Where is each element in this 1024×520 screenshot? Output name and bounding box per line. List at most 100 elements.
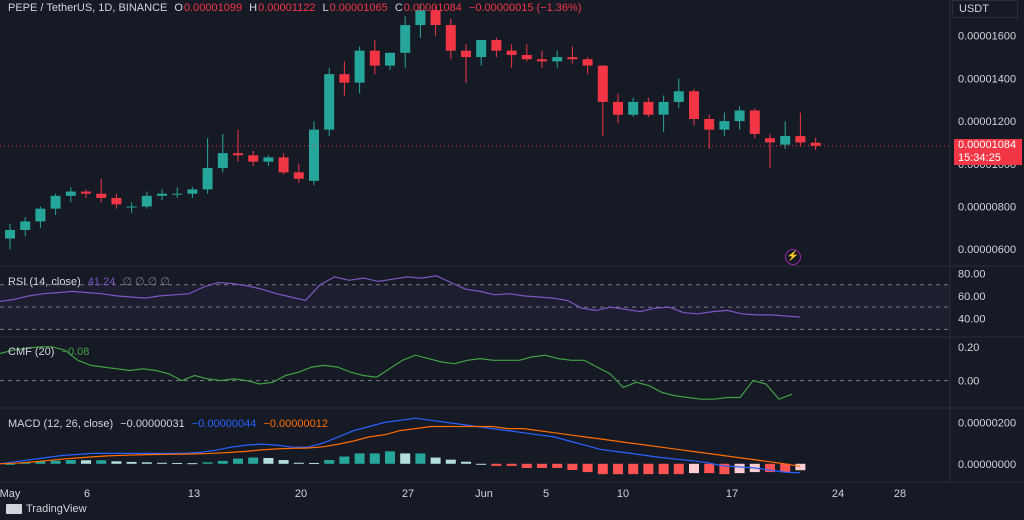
rsi-tick-label: 60.00 — [958, 291, 986, 303]
macd-histogram-bar — [263, 457, 274, 464]
time-tick-label: 24 — [832, 488, 844, 500]
macd-histogram-bar — [217, 460, 228, 464]
candle-body — [202, 168, 213, 190]
cmf-legend: CMF (20) −0.08 — [8, 346, 93, 358]
macd-histogram-bar — [248, 457, 259, 464]
open-label: O — [174, 2, 183, 14]
rsi-legend: RSI (14, close) 41.24 ∅ ∅ ∅ ∅ — [8, 275, 174, 288]
rsi-value: 41.24 — [87, 276, 116, 288]
candle-body — [35, 208, 46, 222]
high-label: H — [249, 2, 258, 14]
time-tick-label: 27 — [402, 488, 414, 500]
macd-histogram-bar — [689, 463, 699, 474]
candle-body — [795, 136, 806, 143]
macd-histogram-bar — [35, 461, 46, 464]
symbol-label[interactable]: PEPE / TetherUS, 1D, BINANCE — [8, 2, 168, 14]
candle-body — [233, 153, 243, 156]
macd-histogram-bar — [643, 463, 654, 475]
candle-body — [582, 59, 593, 66]
macd-histogram-bar — [324, 460, 335, 464]
macd-legend: MACD (12, 26, close) −0.00000031 −0.0000… — [8, 418, 332, 430]
macd-histogram-bar — [795, 463, 806, 471]
candle-body — [50, 195, 61, 209]
macd-tick-label: 0.00000200 — [958, 417, 1016, 429]
tradingview-logo[interactable]: TradingView — [6, 503, 87, 515]
macd-histogram-bar — [658, 463, 669, 475]
macd-histogram-bar — [476, 463, 487, 465]
rsi-label[interactable]: RSI (14, close) — [8, 276, 81, 288]
candle-body — [217, 153, 228, 169]
signal-value: −0.00000012 — [263, 418, 328, 430]
candle-body — [673, 91, 684, 102]
macd-line — [0, 417, 801, 474]
time-tick-label: 17 — [726, 488, 738, 500]
candle-body — [765, 138, 775, 143]
candle-body — [780, 136, 791, 145]
candle-body — [20, 221, 31, 230]
candle-body — [719, 121, 730, 130]
lightning-icon[interactable]: ⚡ — [785, 249, 801, 265]
candle-body — [400, 25, 411, 53]
candle-body — [65, 191, 76, 196]
candle-body — [810, 142, 821, 146]
macd-histogram-bar — [111, 461, 122, 464]
candle-body — [278, 157, 289, 173]
macd-histogram-bar — [506, 463, 517, 466]
macd-histogram-bar — [293, 462, 304, 464]
price-tick-label: 0.00001400 — [958, 73, 1016, 85]
candle-body — [172, 193, 183, 195]
macd-histogram-bar — [537, 463, 547, 468]
candle-body — [734, 110, 745, 122]
candle-body — [309, 129, 319, 181]
time-tick-label: Jun — [475, 488, 493, 500]
macd-histogram-bar — [461, 461, 471, 464]
candle-body — [5, 229, 15, 239]
macd-histogram-bar — [385, 451, 395, 464]
candle-body — [339, 74, 350, 83]
open-value: 0.00001099 — [183, 2, 243, 14]
price-tick-label: 0.00001600 — [958, 31, 1016, 43]
macd-histogram-bar — [628, 463, 639, 475]
macd-histogram-bar — [202, 462, 213, 464]
macd-histogram-bar — [354, 453, 365, 464]
branding-text: TradingView — [26, 503, 87, 515]
macd-histogram-bar — [65, 460, 76, 464]
macd-histogram-bar — [278, 460, 289, 464]
time-tick-label: 5 — [543, 488, 549, 500]
cmf-value: −0.08 — [61, 346, 90, 358]
low-label: L — [322, 2, 329, 14]
candle-body — [141, 195, 152, 207]
macd-histogram-bar — [491, 463, 502, 466]
macd-histogram-bar — [552, 463, 563, 468]
last-price-badge: 0.00001084 15:34:25 — [954, 139, 1022, 165]
rsi-tick-label: 40.00 — [958, 313, 986, 325]
currency-badge[interactable]: USDT — [952, 0, 1018, 18]
cmf-tick-label: 0.00 — [958, 376, 979, 388]
macd-histogram-bar — [187, 463, 198, 465]
macd-histogram-bar — [369, 453, 380, 464]
candle-body — [567, 57, 578, 60]
macd-histogram-bar — [415, 453, 426, 464]
signal-line — [0, 425, 801, 467]
time-tick-label: 28 — [894, 488, 906, 500]
tradingview-icon — [6, 504, 22, 514]
candle-body — [385, 52, 395, 66]
macd-histogram-bar — [597, 463, 608, 475]
candle-body — [537, 59, 547, 62]
macd-histogram-bar — [141, 462, 152, 464]
last-price-value: 0.00001084 — [958, 139, 1017, 151]
candle-body — [506, 50, 517, 55]
candle-body — [643, 101, 654, 115]
candle-body — [81, 191, 91, 194]
candle-body — [187, 189, 198, 194]
macd-label[interactable]: MACD (12, 26, close) — [8, 418, 114, 430]
macd-histogram-bar — [780, 463, 791, 473]
candle-body — [689, 91, 699, 119]
candle-body — [491, 40, 502, 51]
candle-body — [597, 65, 608, 102]
macd-histogram-bar — [126, 461, 137, 464]
candle-body — [248, 155, 259, 162]
macd-histogram-bar — [673, 463, 684, 475]
cmf-label[interactable]: CMF (20) — [8, 346, 55, 358]
